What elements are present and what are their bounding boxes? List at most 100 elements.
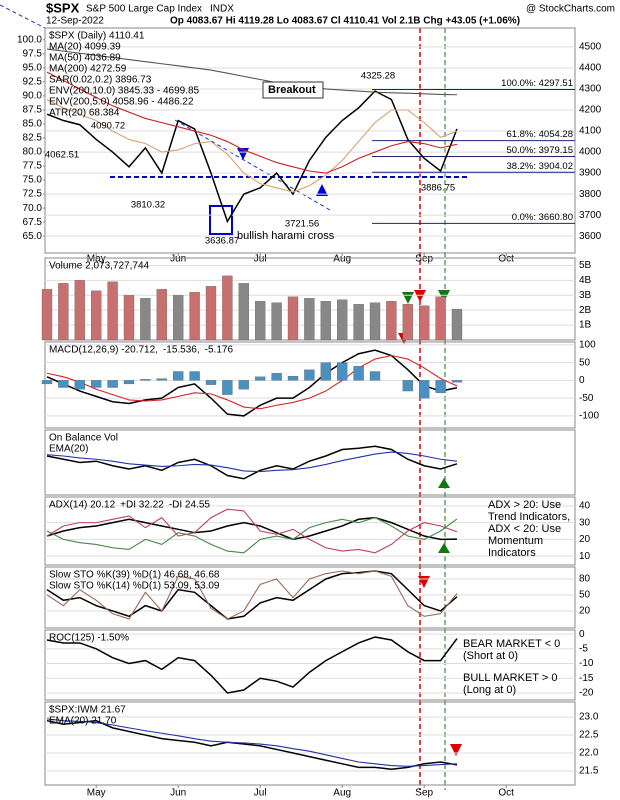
y2-tick-label: 70.0 <box>23 203 43 214</box>
y-tick-label: 20 <box>579 606 591 617</box>
legend-entry: Slow STO %K(39) %D(1) 46.68, 46.68 <box>49 570 220 581</box>
x-tick-label: Aug <box>333 254 351 265</box>
legend-entry: EMA(20) <box>49 444 88 455</box>
series-line <box>46 48 458 96</box>
y-tick-label: 50 <box>579 357 591 368</box>
note: BEAR MARKET < 0 <box>463 638 560 650</box>
series-line <box>46 570 458 620</box>
y-tick-label: 4400 <box>579 63 602 74</box>
series-line <box>46 90 458 224</box>
y-tick-label: 1B <box>579 320 592 331</box>
bar <box>353 366 364 381</box>
fib-label: 100.0%: 4297.51 <box>501 78 573 89</box>
bar <box>140 298 151 341</box>
y2-tick-label: 92.5 <box>23 77 43 88</box>
panel-frame <box>44 566 576 629</box>
legend-entry: MA(200) 4272.59 <box>49 64 127 75</box>
y-tick-label: 0 <box>579 375 585 386</box>
y-tick-label: 100 <box>579 339 596 350</box>
note: (Short at 0) <box>463 650 518 662</box>
y-tick-label: 30 <box>579 517 591 528</box>
x-tick-label: Oct <box>498 254 514 265</box>
bar <box>205 286 217 341</box>
legend-entry: MA(50) 4036.89 <box>49 53 121 64</box>
price-label: 4090.72 <box>91 121 125 132</box>
y-tick-label: 80 <box>579 574 591 585</box>
series-line <box>46 354 458 410</box>
series-line <box>46 71 458 174</box>
bar <box>41 380 53 385</box>
bar <box>287 375 299 381</box>
bar <box>107 380 118 388</box>
y-tick-label: 4B <box>579 275 592 286</box>
bar <box>255 376 266 381</box>
legend-entry: +DI 32.22 <box>120 500 164 511</box>
y-tick-label: 3600 <box>579 231 602 242</box>
bar <box>123 295 135 341</box>
bar <box>41 289 53 341</box>
y2-tick-label: 90.0 <box>23 91 43 102</box>
bar <box>91 290 102 341</box>
bar <box>402 380 413 392</box>
pattern-label: bullish harami cross <box>237 230 335 242</box>
bar <box>451 380 463 383</box>
legend-entry: -15.536, <box>163 345 200 356</box>
price-label: 4062.51 <box>45 150 79 161</box>
bar <box>320 362 331 381</box>
arrow <box>438 290 450 302</box>
y2-tick-label: 85.0 <box>23 119 43 130</box>
bar <box>353 304 364 341</box>
bar <box>123 380 135 385</box>
bar <box>91 380 102 388</box>
breakout-label: Breakout <box>268 84 316 96</box>
bar <box>173 371 184 381</box>
bar <box>287 296 299 341</box>
bar <box>189 292 200 341</box>
bar <box>320 301 331 341</box>
panel-frame <box>44 429 576 496</box>
series-line <box>46 570 458 620</box>
bar <box>255 301 266 341</box>
price-label: 3810.32 <box>131 200 165 211</box>
quote: Op 4083.67 Hi 4119.28 Lo 4083.67 Cl 4110… <box>170 16 520 27</box>
trend-line <box>0 4 46 29</box>
bar <box>140 379 151 381</box>
bar <box>156 289 167 341</box>
y-tick-label: 50 <box>579 590 591 601</box>
y-tick-label: 4000 <box>579 147 602 158</box>
legend-entry: Volume 2,073,727,744 <box>49 261 150 272</box>
y-tick-label: 4100 <box>579 126 602 137</box>
bar <box>74 380 85 390</box>
x-tick-label: May <box>87 254 106 265</box>
bar <box>189 371 200 381</box>
y-tick-label: 4300 <box>579 84 602 95</box>
bar <box>205 380 217 385</box>
y-tick-label: 10 <box>579 551 591 562</box>
credit: @ StockCharts.com <box>526 4 615 15</box>
note: (Long at 0) <box>463 684 516 696</box>
panel-frame <box>44 629 576 701</box>
y2-tick-label: 87.5 <box>23 105 43 116</box>
bar <box>271 302 282 341</box>
legend-entry: $SPX (Daily) 4110.41 <box>49 31 145 42</box>
bar <box>435 296 446 341</box>
legend-entry: On Balance Vol <box>49 433 118 444</box>
series-line <box>46 517 458 554</box>
y-tick-label: 23.0 <box>579 712 599 723</box>
arrow <box>316 184 328 196</box>
y-tick-label: -100 <box>579 411 599 422</box>
x-tick-label: Sep <box>415 254 433 265</box>
series-line <box>46 719 458 770</box>
y-tick-label: 5B <box>579 260 592 271</box>
bar <box>337 299 348 341</box>
legend-entry: -5.176 <box>205 345 234 356</box>
symbol: $SPX <box>46 0 80 15</box>
y2-tick-label: 65.0 <box>23 231 43 242</box>
fib-label: 50.0%: 3979.15 <box>506 145 573 156</box>
y2-tick-label: 97.5 <box>23 48 43 59</box>
price-label: 3636.87 <box>205 236 239 247</box>
note: Trend Indicators, <box>488 511 570 523</box>
note: ADX < 20: Use <box>488 523 561 535</box>
y-tick-label: 0 <box>579 629 585 640</box>
